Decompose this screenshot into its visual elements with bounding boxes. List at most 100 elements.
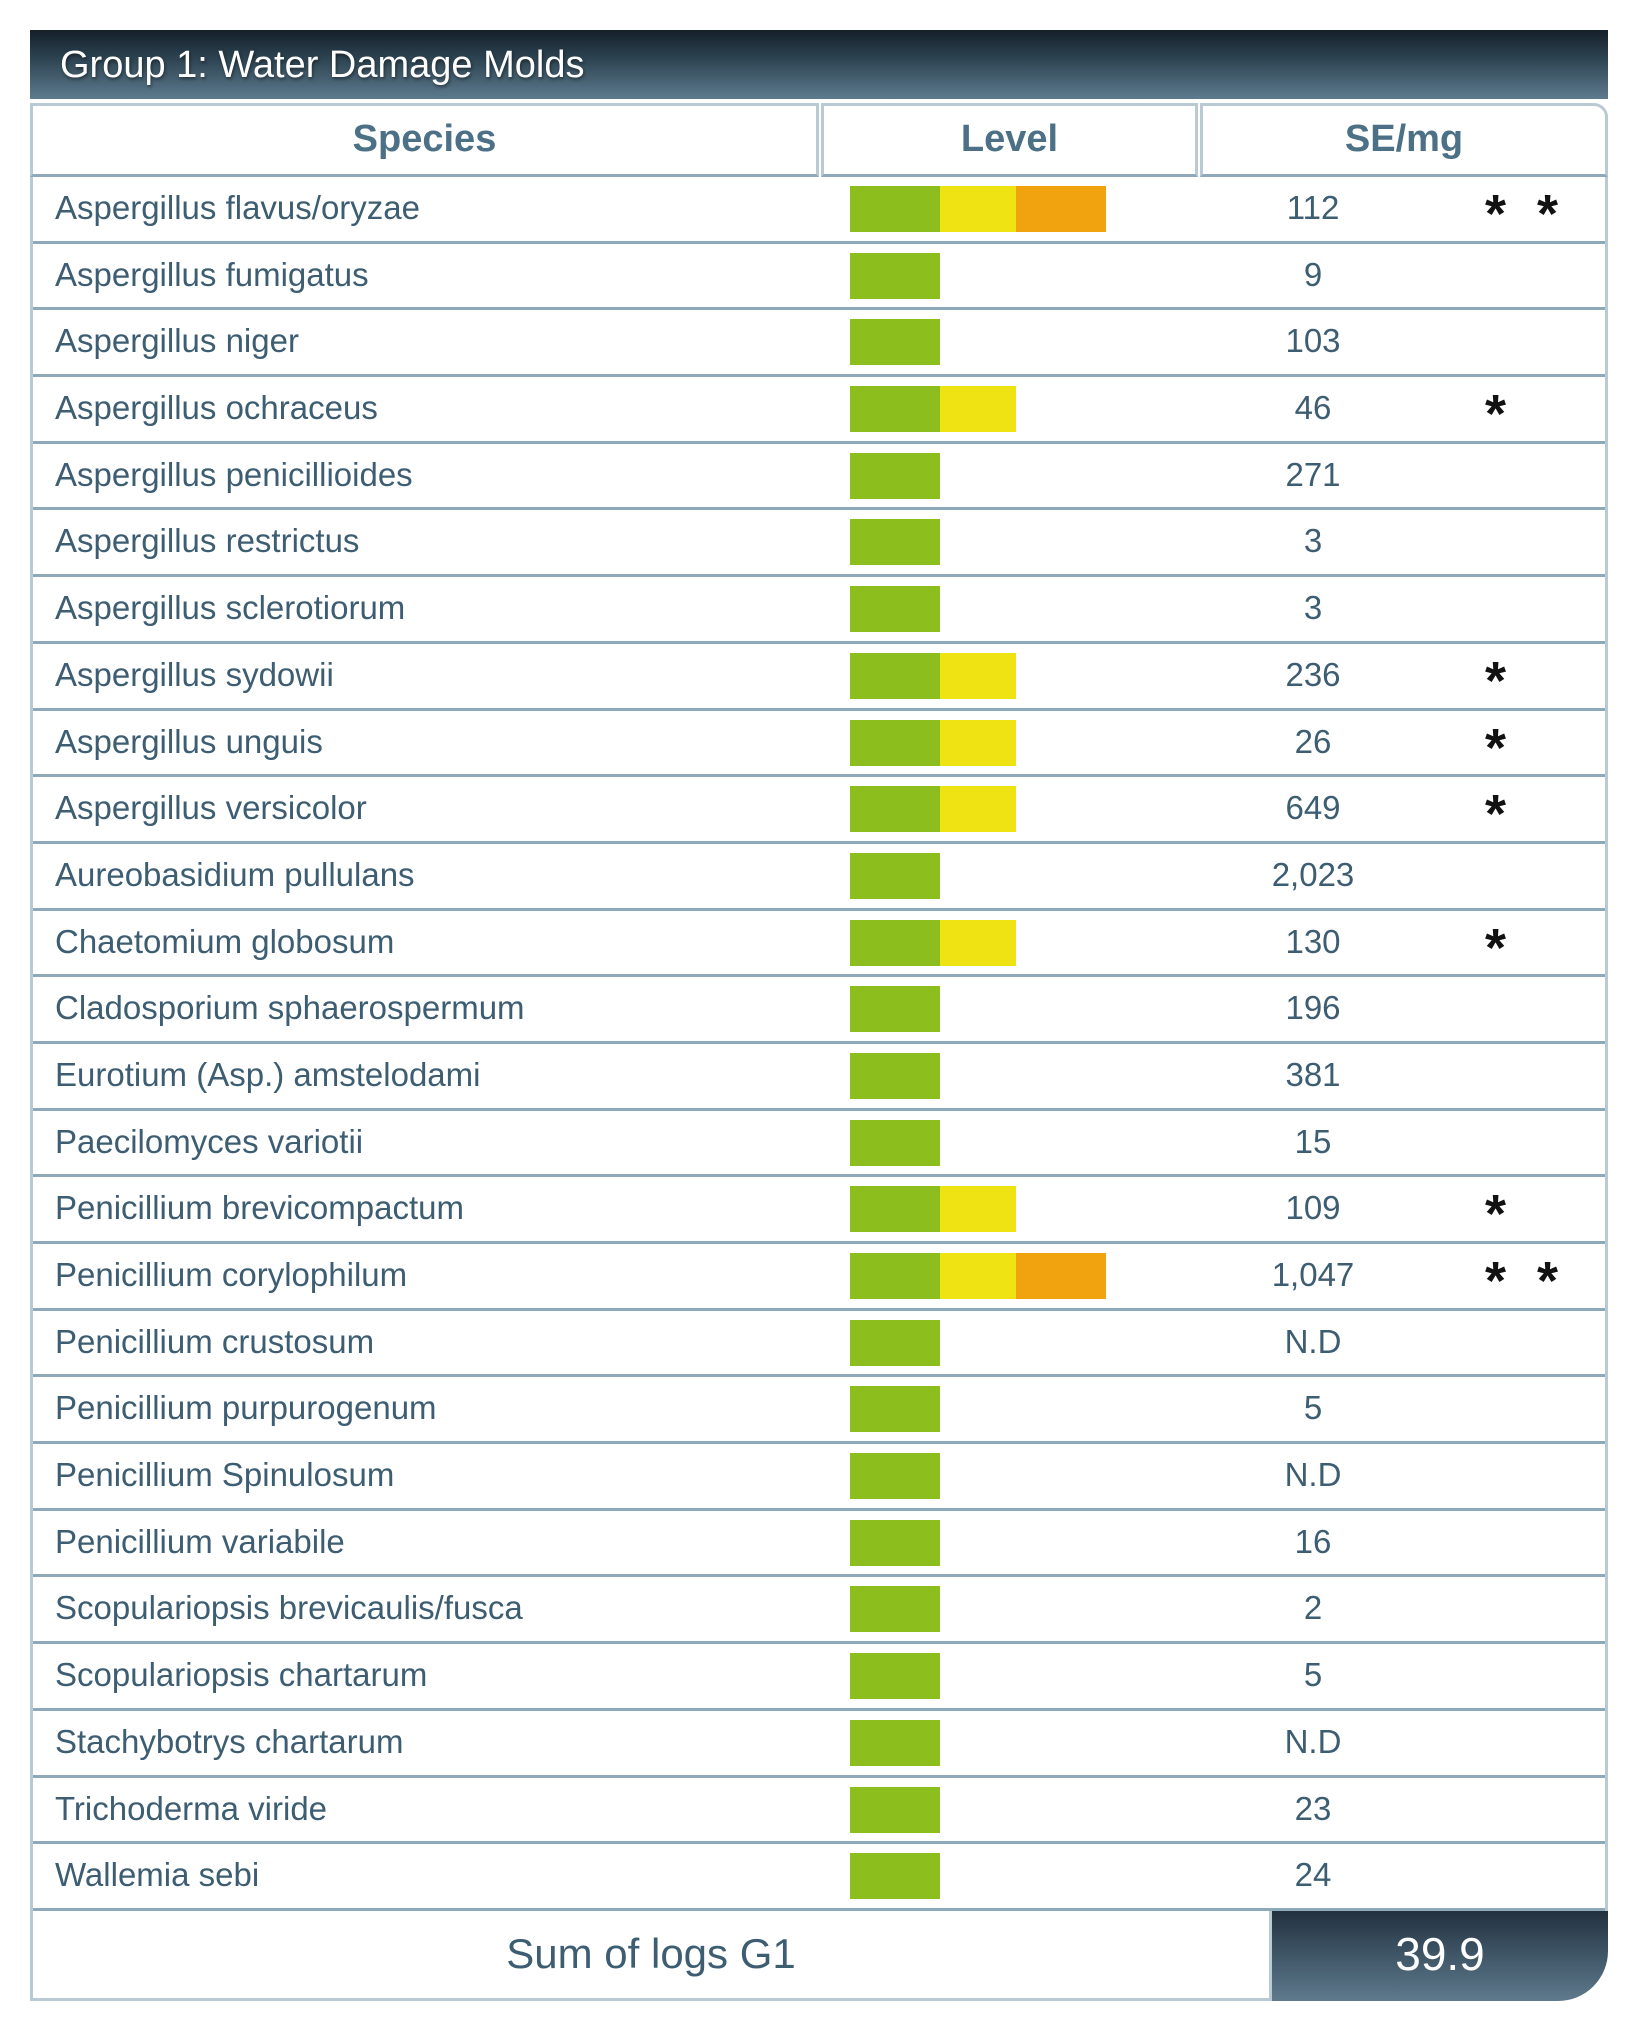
species-name: Aspergillus fumigatus (55, 255, 369, 293)
table-row: Penicillium crustosum N.D (33, 1310, 1605, 1378)
table-row: Aspergillus sclerotiorum 3 (33, 577, 1605, 644)
level-segment-green (850, 452, 940, 499)
level-segment-green (850, 852, 940, 899)
column-header-level: Level (821, 103, 1198, 177)
level-bar (850, 1119, 940, 1166)
level-bar (850, 719, 1016, 766)
significance-stars: * (1485, 384, 1515, 445)
table-row: Wallemia sebi 24 (33, 1844, 1605, 1911)
level-segment-yellow (940, 186, 1016, 232)
table-row: Penicillium purpurogenum 5 (33, 1377, 1605, 1445)
sum-of-logs-label: Sum of logs G1 (30, 1910, 1272, 2001)
level-bar (850, 1253, 1106, 1299)
significance-stars: * (1485, 917, 1515, 978)
level-segment-green (850, 386, 940, 433)
significance-stars: * * (1485, 184, 1567, 244)
level-bar (850, 1586, 940, 1633)
table-row: Aspergillus sydowii 236 * (33, 643, 1605, 711)
level-bar (850, 319, 940, 366)
level-segment-green (850, 1786, 940, 1833)
species-name: Scopulariopsis chartarum (55, 1656, 428, 1694)
level-segment-yellow (940, 1253, 1016, 1299)
table-row: Stachybotrys chartarum N.D (33, 1710, 1605, 1778)
se-value: 381 (1285, 1055, 1341, 1093)
level-bar (850, 1853, 940, 1900)
species-name: Aspergillus sclerotiorum (55, 589, 406, 627)
table-row: Aspergillus niger 103 (33, 310, 1605, 378)
species-name: Eurotium (Asp.) amstelodami (55, 1055, 481, 1093)
level-segment-green (850, 1119, 940, 1166)
level-segment-yellow (940, 652, 1016, 699)
se-value: 103 (1285, 322, 1341, 360)
level-segment-green (850, 186, 940, 232)
se-value: 3 (1303, 589, 1323, 627)
column-header-row: Species Level SE/mg (30, 103, 1608, 177)
level-bar (850, 1453, 940, 1500)
se-value: 271 (1285, 455, 1341, 493)
level-segment-yellow (940, 786, 1016, 833)
table-row: Aspergillus penicillioides 271 (33, 443, 1605, 511)
table-row: Aspergillus restrictus 3 (33, 510, 1605, 578)
se-value: 16 (1294, 1522, 1332, 1560)
level-segment-green (850, 1453, 940, 1500)
se-value: 196 (1285, 989, 1341, 1027)
table-row: Scopulariopsis chartarum 5 (33, 1644, 1605, 1711)
se-value: 649 (1285, 789, 1341, 827)
table-row: Penicillium variabile 16 (33, 1510, 1605, 1578)
level-segment-green (850, 986, 940, 1033)
group-title: Group 1: Water Damage Molds (60, 44, 585, 86)
species-name: Penicillium variabile (55, 1522, 345, 1560)
level-bar (850, 386, 1016, 433)
table-row: Aspergillus ochraceus 46 * (33, 377, 1605, 444)
table-row: Scopulariopsis brevicaulis/fusca 2 (33, 1577, 1605, 1645)
species-name: Penicillium crustosum (55, 1322, 375, 1360)
table-row: Penicillium corylophilum 1,047 * * (33, 1244, 1605, 1311)
level-segment-orange (1016, 1253, 1106, 1299)
se-value: 112 (1286, 189, 1340, 226)
level-segment-green (850, 1052, 940, 1099)
level-segment-green (850, 252, 940, 299)
se-value: 23 (1294, 1789, 1332, 1827)
species-name: Penicillium brevicompactum (55, 1189, 464, 1227)
significance-stars: * * (1485, 1251, 1567, 1311)
level-bar (850, 1386, 940, 1433)
table-body: Aspergillus flavus/oryzae 112 * * Asperg… (30, 177, 1608, 1911)
species-name: Penicillium purpurogenum (55, 1389, 437, 1427)
se-value: 130 (1285, 922, 1341, 960)
level-bar (850, 452, 940, 499)
level-bar (850, 1186, 1016, 1233)
species-name: Wallemia sebi (55, 1856, 260, 1894)
table-row: Chaetomium globosum 130 * (33, 910, 1605, 978)
se-value: N.D (1284, 1456, 1342, 1494)
level-bar (850, 1719, 940, 1766)
species-name: Paecilomyces variotii (55, 1122, 364, 1160)
table-row: Penicillium brevicompactum 109 * (33, 1177, 1605, 1244)
level-segment-green (850, 1586, 940, 1633)
se-value: 26 (1294, 722, 1332, 760)
sum-of-logs-value: 39.9 (1395, 1927, 1485, 1980)
level-bar (850, 1653, 940, 1700)
level-segment-green (850, 1853, 940, 1900)
table-row: Eurotium (Asp.) amstelodami 381 (33, 1043, 1605, 1111)
se-value: 15 (1294, 1122, 1332, 1160)
level-bar (850, 519, 940, 566)
level-bar (850, 586, 940, 633)
level-bar (850, 1052, 940, 1099)
species-name: Aspergillus sydowii (55, 655, 334, 693)
se-value: N.D (1284, 1722, 1342, 1760)
table-row: Penicillium Spinulosum N.D (33, 1444, 1605, 1511)
se-value: 2,023 (1271, 855, 1355, 893)
column-header-se-mg: SE/mg (1200, 103, 1608, 177)
level-segment-green (850, 1653, 940, 1700)
level-bar (850, 852, 940, 899)
level-segment-green (850, 1319, 940, 1366)
level-segment-yellow (940, 919, 1016, 966)
species-name: Aspergillus penicillioides (55, 455, 413, 493)
se-value: 1,047 (1271, 1256, 1355, 1293)
level-bar (850, 652, 1016, 699)
level-bar (850, 919, 1016, 966)
level-bar (850, 1519, 940, 1566)
level-segment-green (850, 1386, 940, 1433)
significance-stars: * (1485, 784, 1515, 845)
species-name: Aspergillus restrictus (55, 522, 360, 560)
